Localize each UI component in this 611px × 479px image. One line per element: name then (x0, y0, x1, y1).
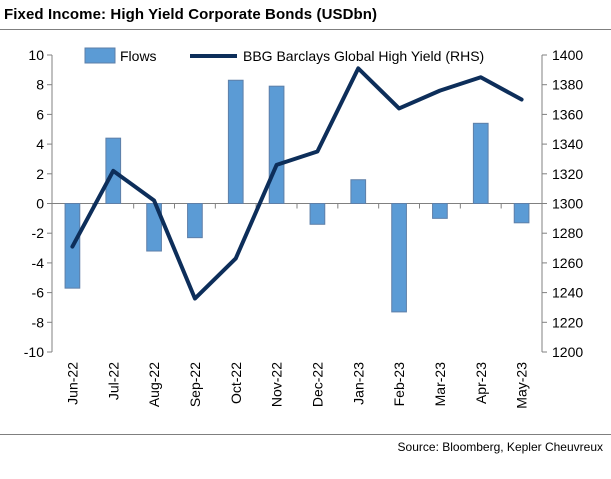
right-tick-label: 1220 (552, 314, 583, 330)
bar-flows (268, 85, 285, 204)
right-tick-label: 1260 (552, 255, 583, 271)
right-tick-label: 1340 (552, 136, 583, 152)
bar-flows (227, 79, 244, 204)
category-label: Dec-22 (309, 362, 325, 407)
category-label: Apr-23 (473, 362, 489, 404)
bar-flows (350, 179, 367, 205)
right-tick-label: 1200 (552, 344, 583, 360)
bar-flows (187, 203, 203, 239)
bar-flows (391, 203, 407, 313)
category-label: Jul-22 (105, 362, 121, 400)
legend-swatch-flows (84, 47, 116, 64)
left-tick-label: 0 (36, 196, 44, 212)
right-tick-label: 1360 (552, 106, 583, 122)
right-tick-label: 1280 (552, 225, 583, 241)
source-note: Source: Bloomberg, Kepler Cheuvreux (397, 440, 603, 454)
category-label: May-23 (514, 362, 530, 409)
left-tick-label: 2 (36, 166, 44, 182)
axes-layer (47, 54, 547, 353)
title-divider (0, 29, 611, 30)
line-index (70, 66, 524, 301)
right-tick-label: 1300 (552, 196, 583, 212)
left-tick-label: -4 (32, 255, 45, 271)
left-tick-label: -10 (24, 344, 44, 360)
left-tick-label: -2 (32, 225, 45, 241)
category-label: Oct-22 (228, 362, 244, 404)
legend-label-index: BBG Barclays Global High Yield (RHS) (243, 48, 484, 64)
category-label: Feb-23 (391, 362, 407, 407)
chart-title: Fixed Income: High Yield Corporate Bonds… (4, 6, 378, 23)
left-tick-label: 8 (36, 77, 44, 93)
left-tick-label: 10 (28, 47, 44, 63)
category-label: Aug-22 (146, 362, 162, 407)
bar-flows (309, 203, 326, 225)
right-tick-label: 1240 (552, 285, 583, 301)
category-label: Sep-22 (187, 362, 203, 407)
labels-layer: 10 8 6 4 2 0 -2 -4 -6 -8 -10 1400 1380 1360 1340 1320 13… (24, 47, 584, 409)
left-tick-label: 4 (36, 136, 44, 152)
legend-label-flows: Flows (120, 48, 157, 64)
category-label: Nov-22 (269, 362, 285, 407)
footer-divider (0, 434, 611, 435)
right-tick-label: 1400 (552, 47, 583, 63)
bar-flows (432, 203, 448, 219)
bars-layer (64, 79, 530, 313)
left-tick-label: 6 (36, 106, 44, 122)
category-label: Jun-22 (64, 362, 80, 405)
category-label: Mar-23 (432, 362, 448, 407)
bar-flows (513, 203, 530, 224)
line-layer (70, 66, 524, 301)
legend: Flows BBG Barclays Global High Yield (RH… (84, 47, 484, 64)
right-tick-label: 1320 (552, 166, 583, 182)
left-tick-label: -6 (32, 285, 45, 301)
left-tick-label: -8 (32, 314, 45, 330)
right-tick-label: 1380 (552, 77, 583, 93)
category-label: Jan-23 (350, 362, 366, 405)
bar-flows (472, 122, 489, 204)
